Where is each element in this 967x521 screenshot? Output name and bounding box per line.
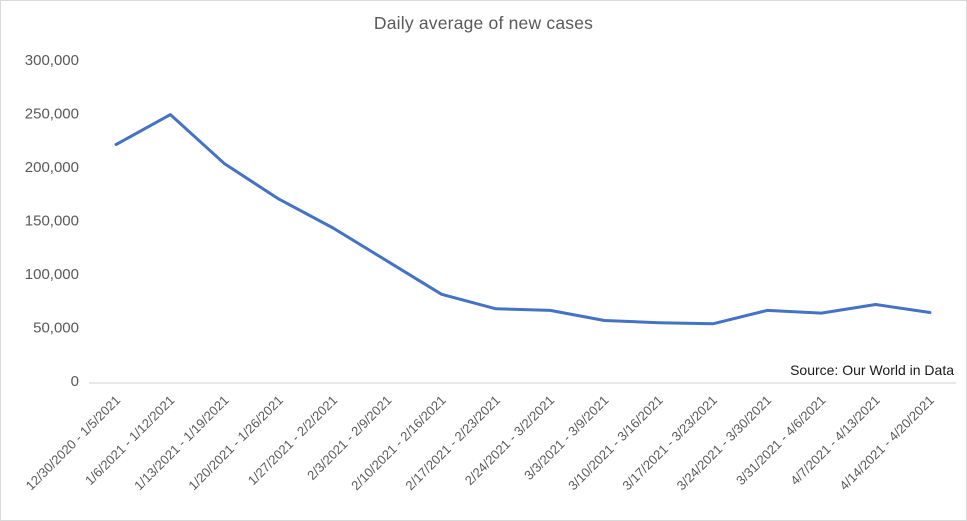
source-annotation: Source: Our World in Data xyxy=(790,362,954,378)
x-axis-tick-label: 2/17/2021 - 2/23/2021 xyxy=(402,393,503,494)
series-line xyxy=(114,113,932,326)
y-axis-tick-label: 200,000 xyxy=(25,159,79,176)
x-axis-tick-label: 4/14/2021 - 4/20/2021 xyxy=(836,393,937,494)
y-axis-tick-label: 0 xyxy=(71,373,79,390)
x-axis-tick-label: 3/17/2021 - 3/23/2021 xyxy=(619,393,720,494)
x-axis-tick-label: 1/27/2021 - 2/2/2021 xyxy=(245,393,340,488)
x-axis-tick-label: 1/6/2021 - 1/12/2021 xyxy=(82,393,177,488)
y-axis-tick-label: 250,000 xyxy=(25,106,79,123)
x-axis-tick-label: 3/31/2021 - 4/6/2021 xyxy=(733,393,828,488)
x-axis-tick-label: 3/24/2021 - 3/30/2021 xyxy=(674,393,775,494)
x-axis-tick-label: 1/13/2021 - 1/19/2021 xyxy=(131,393,232,494)
x-axis-tick-label: 2/10/2021 - 2/16/2021 xyxy=(348,393,449,494)
y-axis-tick-label: 50,000 xyxy=(33,320,79,337)
x-axis-tick-label: 3/10/2021 - 3/16/2021 xyxy=(565,393,666,494)
chart-title: Daily average of new cases xyxy=(373,13,594,33)
x-axis-tick-label: 4/7/2021 - 4/13/2021 xyxy=(787,393,882,488)
y-axis-tick-label: 100,000 xyxy=(25,266,79,283)
x-axis-tick-label: 2/24/2021 - 3/2/2021 xyxy=(462,393,557,488)
x-axis-tick-label: 12/30/2020 - 1/5/2021 xyxy=(23,393,124,494)
y-axis-tick-label: 150,000 xyxy=(25,213,79,230)
x-axis-tick-label: 1/20/2021 - 1/26/2021 xyxy=(185,393,286,494)
y-axis-tick-label: 300,000 xyxy=(25,52,79,69)
y-axis: 0 50,000 100,000 150,000 200,000 250,000 300,0… xyxy=(25,52,79,390)
